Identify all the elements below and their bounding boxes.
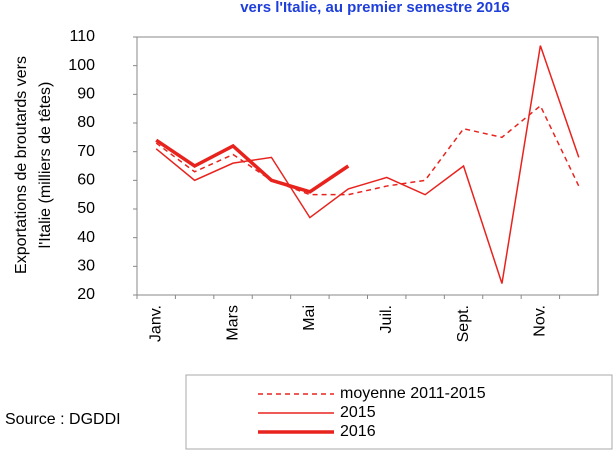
legend-label: moyenne 2011-2015 — [340, 385, 486, 402]
plot-frame — [136, 36, 599, 296]
x-tick-label: Janv. — [147, 305, 164, 342]
x-tick-label: Mars — [224, 305, 241, 341]
y-axis-title: Exportations de broutards vers — [13, 56, 30, 274]
y-tick-label: 90 — [77, 86, 95, 103]
y-tick-label: 60 — [77, 172, 95, 189]
y-tick-label: 110 — [69, 28, 95, 45]
y-axis-title: l'Italie (milliers de têtes) — [37, 82, 54, 249]
y-tick-label: 50 — [77, 200, 95, 217]
series-line — [155, 45, 580, 284]
y-tick-label: 100 — [68, 57, 95, 74]
legend-label: 2016 — [340, 423, 376, 440]
x-tick-label: Mai — [301, 305, 318, 331]
y-tick-label: 70 — [77, 143, 95, 160]
x-tick-label: Nov. — [532, 305, 549, 337]
y-tick-label: 40 — [77, 229, 95, 246]
series-line — [155, 138, 350, 194]
x-tick-label: Sept. — [455, 305, 472, 342]
chart-title: vers l'Italie, au premier semestre 2016 — [240, 0, 510, 16]
source: Source : DGDDI — [5, 411, 121, 428]
y-tick-label: 80 — [77, 114, 95, 131]
legend-label: 2015 — [340, 404, 376, 421]
series-line — [155, 104, 580, 196]
x-tick-label: Juil. — [378, 305, 395, 333]
y-tick-label: 20 — [77, 286, 95, 303]
legend-box — [185, 374, 613, 450]
y-tick-label: 30 — [77, 258, 95, 275]
